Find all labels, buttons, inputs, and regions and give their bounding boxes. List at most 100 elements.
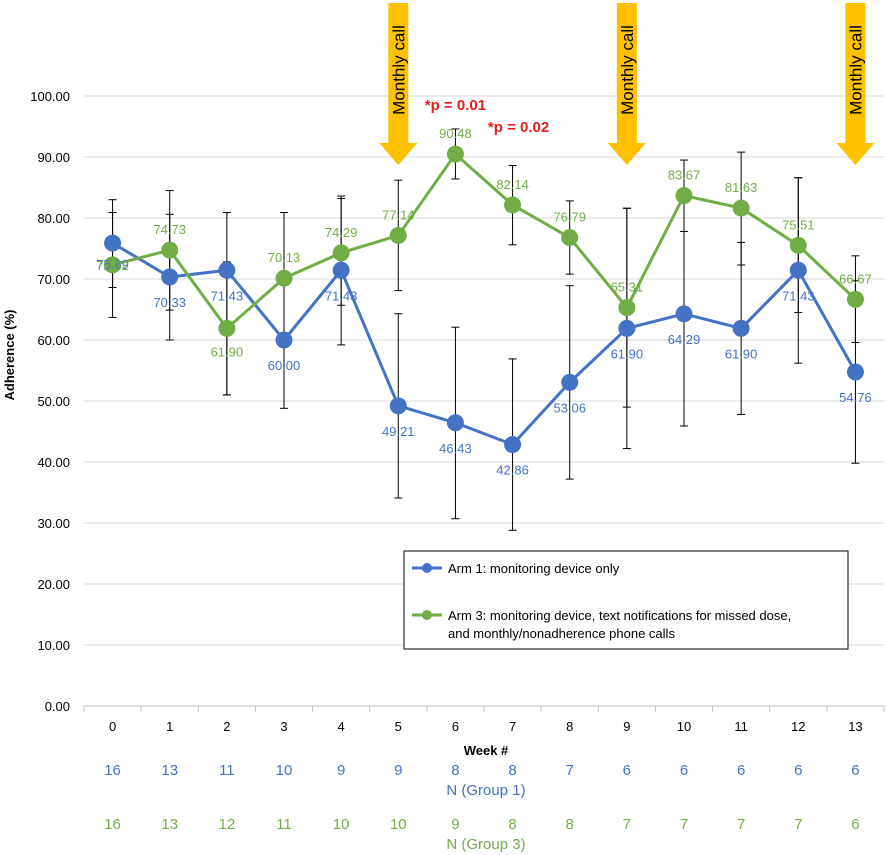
- data-point-arm-3: [846, 290, 864, 308]
- n-row-title: N (Group 1): [446, 782, 525, 799]
- n-count: 9: [337, 762, 345, 779]
- x-tick-label: 1: [166, 719, 173, 734]
- data-label-arm-3: 83.67: [668, 168, 701, 183]
- data-label-arm-3: 65.31: [611, 280, 644, 295]
- n-count: 10: [333, 816, 350, 833]
- y-tick-label: 50.00: [37, 394, 70, 409]
- n-count: 7: [566, 762, 574, 779]
- x-axis: 0 1 2 3 4 5 6 7 8 9 10 11 12 13: [83, 705, 885, 734]
- data-point-arm-3: [561, 229, 579, 247]
- data-point-arm-3: [104, 256, 122, 274]
- monthly-call-arrow: Monthly call: [607, 3, 646, 165]
- n-count: 6: [851, 816, 859, 833]
- data-label-arm-3: 74.73: [153, 222, 186, 237]
- legend-marker-arm-1: [422, 563, 432, 573]
- n-count: 7: [680, 816, 688, 833]
- n-count: 13: [161, 762, 178, 779]
- data-point-arm-1: [161, 268, 179, 286]
- data-labels: 75.89 70.33 71.43 60.00 71.43 49.21 46.43 42.86…: [96, 126, 871, 477]
- data-point-arm-1: [732, 319, 750, 337]
- legend-text-arm-3: and monthly/nonadherence phone calls: [448, 626, 675, 641]
- y-tick-label: 70.00: [37, 272, 70, 287]
- legend-box: [403, 550, 849, 650]
- data-point-arm-3: [675, 187, 693, 205]
- data-point-arm-1: [332, 261, 350, 279]
- x-axis-label: Week #: [464, 743, 509, 758]
- data-point-arm-3: [504, 196, 522, 214]
- data-point-arm-1: [846, 363, 864, 381]
- data-label-arm-1: 70.33: [153, 295, 186, 310]
- monthly-call-label: Monthly call: [389, 25, 408, 115]
- data-label-arm-1: 71.43: [325, 288, 358, 303]
- data-label-arm-1: 46.43: [439, 441, 472, 456]
- y-axis-label: Adherence (%): [2, 309, 17, 400]
- n-count: 10: [390, 816, 407, 833]
- data-point-arm-1: [675, 305, 693, 323]
- n-count: 9: [394, 762, 402, 779]
- legend-text-arm-3: Arm 3: monitoring device, text notificat…: [448, 608, 791, 623]
- n-count: 6: [680, 762, 688, 779]
- n-row-title: N (Group 3): [446, 836, 525, 853]
- x-tick-label: 11: [734, 719, 748, 734]
- data-label-arm-1: 53.06: [553, 400, 586, 415]
- x-tick-label: 13: [848, 719, 862, 734]
- data-point-arm-1: [618, 319, 636, 337]
- n-count: 6: [851, 762, 859, 779]
- x-tick-label: 6: [452, 719, 459, 734]
- x-tick-label: 7: [509, 719, 516, 734]
- y-tick-label: 20.00: [37, 577, 70, 592]
- data-label-arm-3: 66.67: [839, 271, 872, 286]
- data-label-arm-1: 71.43: [782, 288, 815, 303]
- arrow-shape: [379, 3, 418, 165]
- grid-lines: [84, 95, 884, 646]
- n-count: 11: [276, 816, 292, 833]
- series-line-arm-1: [111, 241, 857, 447]
- data-point-arm-1: [218, 261, 236, 279]
- x-tick-label: 2: [223, 719, 230, 734]
- monthly-call-markers: Monthly call Monthly call Monthly call: [379, 3, 875, 165]
- n-count: 11: [219, 762, 235, 779]
- n-count: 8: [451, 762, 459, 779]
- y-tick-label: 10.00: [37, 638, 70, 653]
- data-point-arm-3: [218, 319, 236, 337]
- data-label-arm-1: 64.29: [668, 332, 701, 347]
- n-count: 13: [161, 816, 178, 833]
- data-label-arm-3: 74.29: [325, 225, 358, 240]
- data-label-arm-1: 54.76: [839, 390, 872, 405]
- data-label-arm-1: 60.00: [268, 358, 301, 373]
- data-label-arm-1: 61.90: [611, 346, 644, 361]
- data-point-arm-3: [618, 299, 636, 317]
- n-count: 9: [451, 816, 459, 833]
- n-count: 7: [794, 816, 802, 833]
- data-point-arm-3: [161, 241, 179, 259]
- y-tick-label: 40.00: [37, 455, 70, 470]
- n-count: 6: [737, 762, 745, 779]
- y-tick-label: 100.00: [30, 89, 70, 104]
- n-count: 8: [508, 816, 516, 833]
- legend-text-arm-1: Arm 1: monitoring device only: [448, 561, 620, 576]
- data-point-arm-1: [561, 373, 579, 391]
- data-label-arm-3: 61.90: [211, 344, 244, 359]
- data-point-arm-1: [275, 331, 293, 349]
- monthly-call-arrow: Monthly call: [379, 3, 418, 165]
- data-point-arm-3: [332, 244, 350, 262]
- n-count: 10: [276, 762, 293, 779]
- data-point-arm-1: [446, 414, 464, 432]
- x-tick-label: 8: [566, 719, 573, 734]
- monthly-call-arrow: Monthly call: [836, 3, 875, 165]
- y-tick-label: 90.00: [37, 150, 70, 165]
- x-tick-label: 0: [109, 719, 116, 734]
- data-label-arm-3: 81.63: [725, 180, 758, 195]
- data-label-arm-1: 75.89: [96, 257, 129, 272]
- n-count: 6: [794, 762, 802, 779]
- data-label-arm-3: 82.14: [496, 177, 529, 192]
- n-count: 8: [508, 762, 516, 779]
- arrow-shape: [607, 3, 646, 165]
- n-count: 12: [219, 816, 236, 833]
- y-tick-label: 80.00: [37, 211, 70, 226]
- n-count: 16: [104, 762, 121, 779]
- x-tick-label: 4: [338, 719, 345, 734]
- data-point-arm-3: [732, 199, 750, 217]
- series-line-arm-3: [112, 152, 857, 330]
- y-tick-label: 60.00: [37, 333, 70, 348]
